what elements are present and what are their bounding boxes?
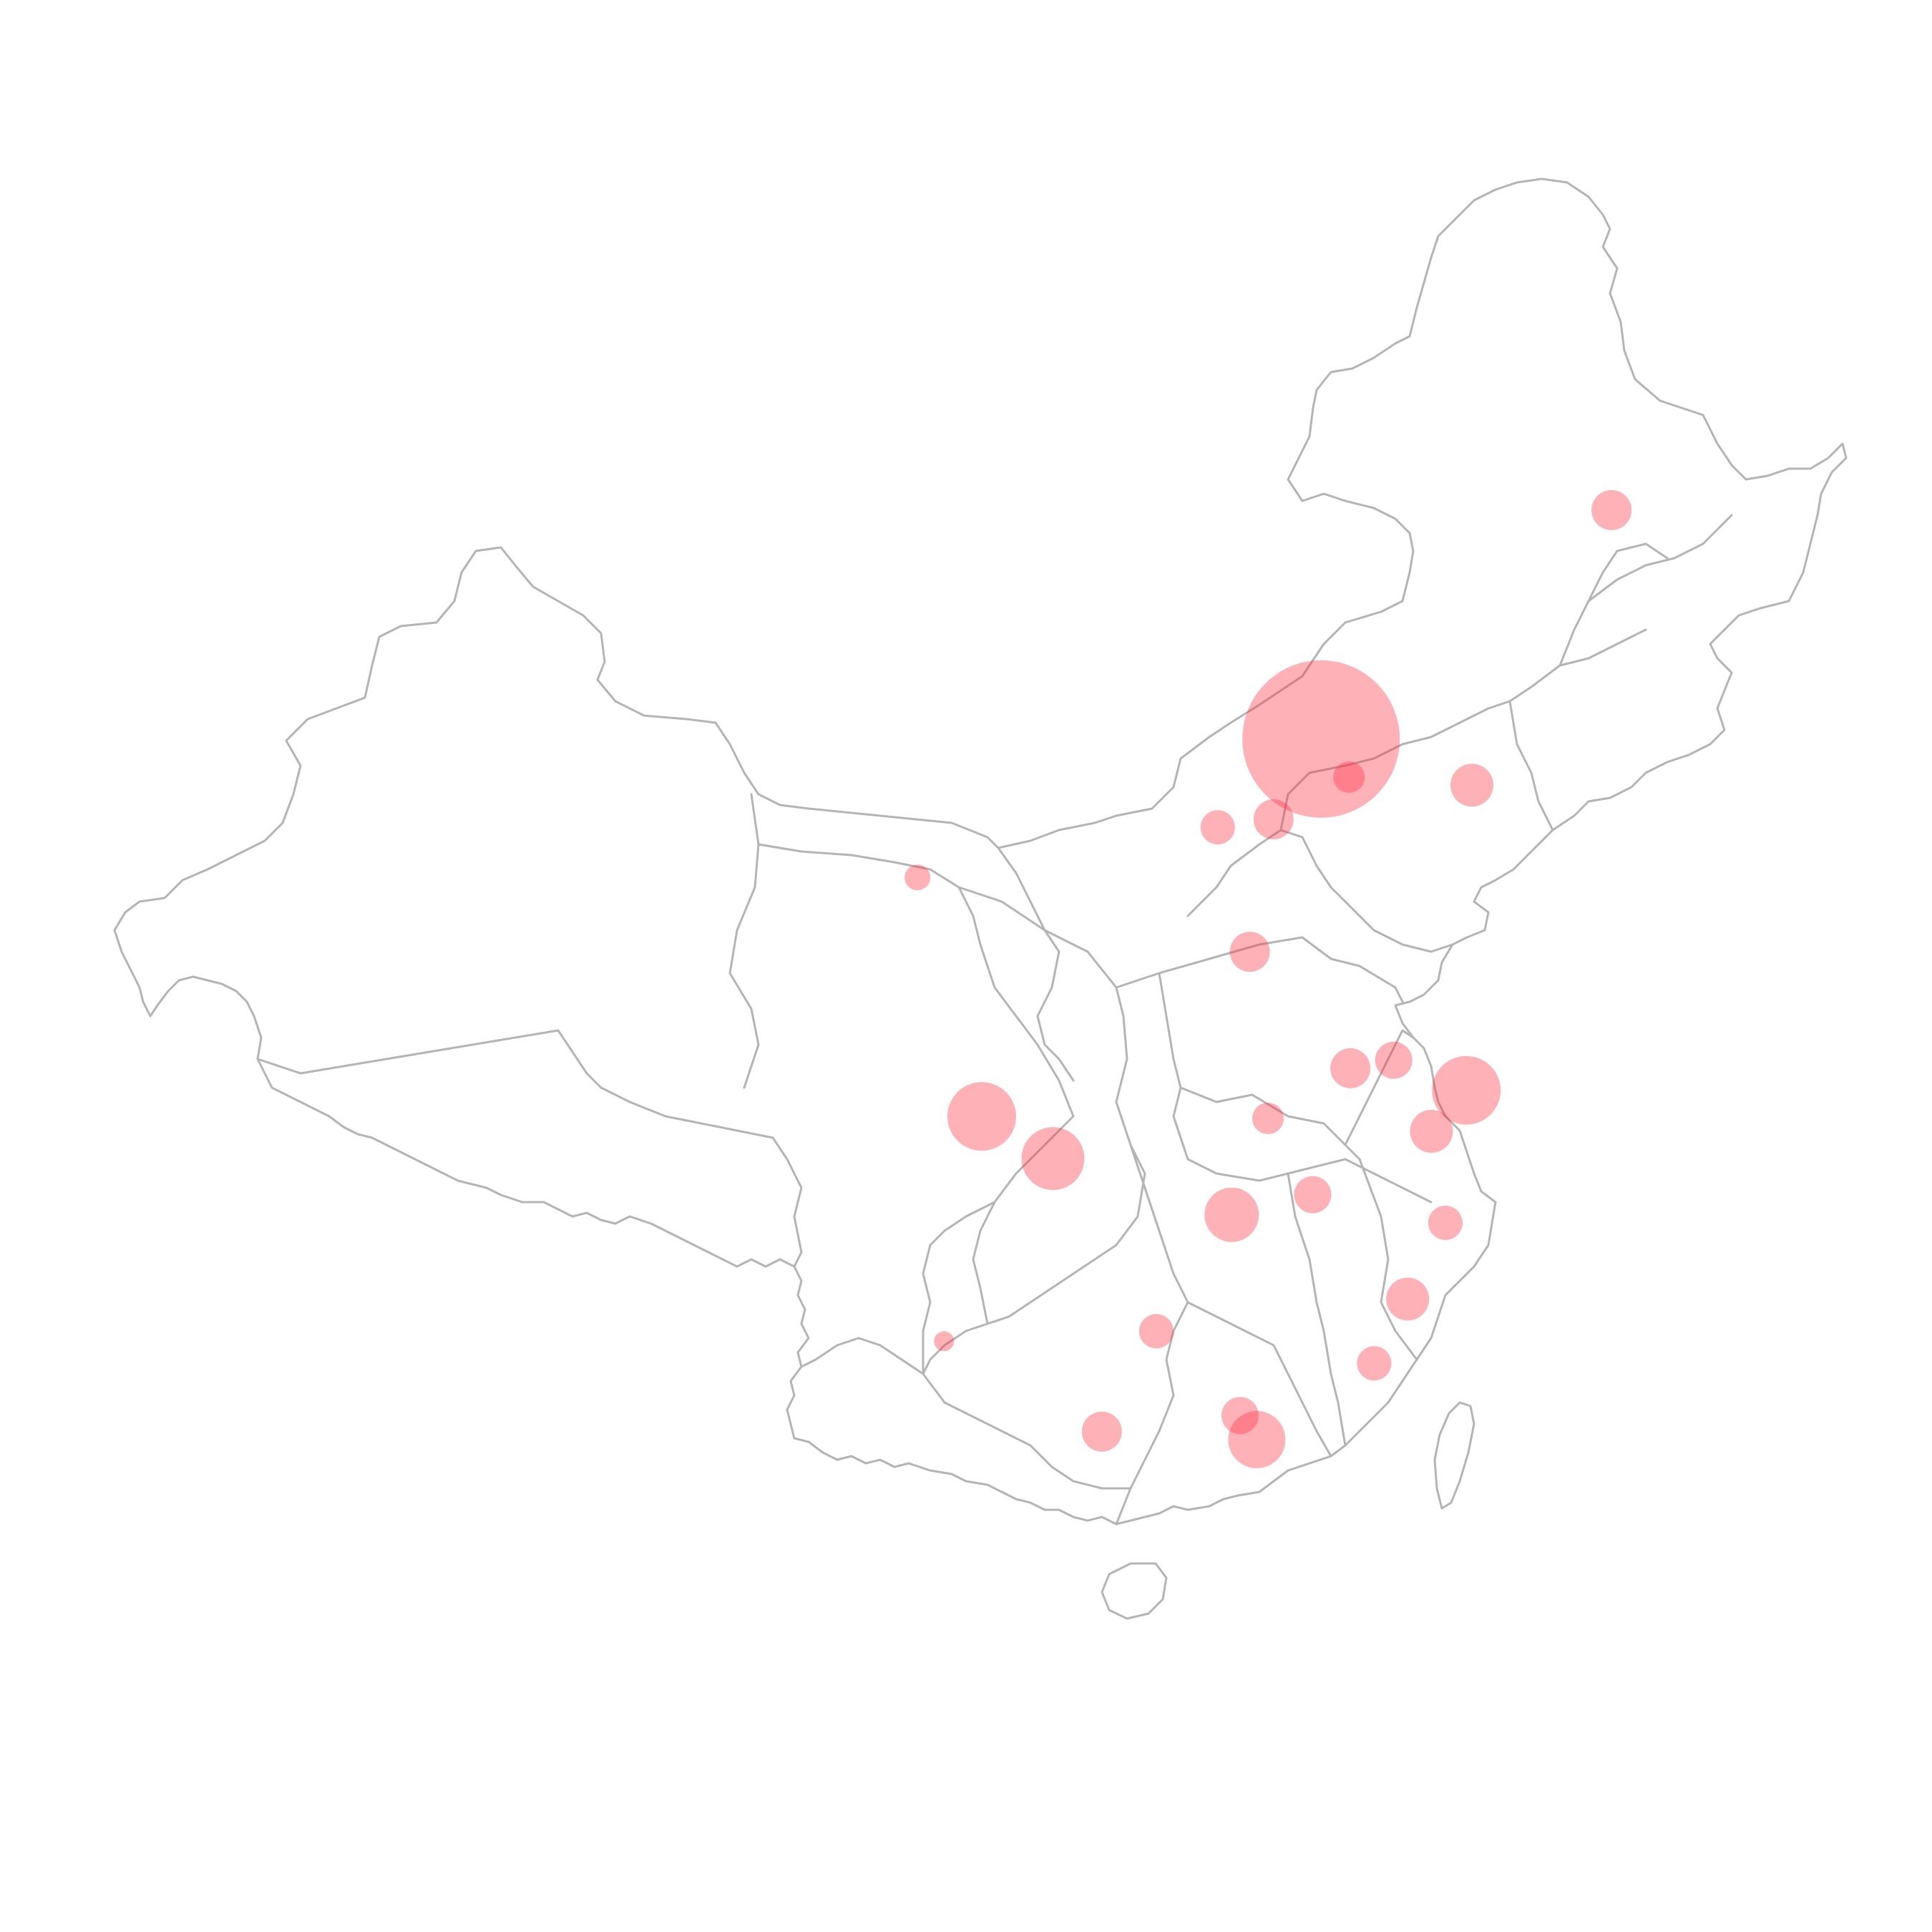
- hainan-island: [1101, 1562, 1168, 1620]
- bubble-kunming-region: [934, 1331, 955, 1352]
- bubble-chongqing-region: [1021, 1127, 1085, 1191]
- bubble-chengdu-region: [947, 1082, 1016, 1151]
- bubble-shenzhen-region: [1228, 1410, 1286, 1468]
- bubble-nanchang-region: [1294, 1176, 1332, 1214]
- bubble-layer: [904, 489, 1632, 1468]
- bubble-guilin-region: [1138, 1314, 1174, 1349]
- bubble-beijing-region: [1242, 660, 1400, 818]
- bubble-hefei-region: [1330, 1048, 1371, 1088]
- bubble-shanghai-region: [1432, 1055, 1501, 1125]
- bubble-xining-region: [904, 864, 931, 891]
- bubble-shijiazhuang-region: [1253, 799, 1294, 839]
- bubble-changsha-region: [1204, 1187, 1259, 1242]
- bubble-fuzhou-region: [1386, 1277, 1430, 1321]
- bubble-dalian-region: [1450, 763, 1493, 807]
- bubble-wuhan-region: [1252, 1103, 1284, 1134]
- bubble-hangzhou-region: [1410, 1110, 1453, 1153]
- bubble-xiamen-region: [1357, 1346, 1392, 1381]
- bubble-nanjing-region: [1375, 1041, 1413, 1079]
- bubble-zhengzhou-region: [1229, 932, 1270, 972]
- country-outline: [113, 177, 1848, 1526]
- bubble-taiyuan-region: [1200, 810, 1235, 845]
- province-boundaries: [256, 514, 1733, 1526]
- bubble-wenzhou-region: [1428, 1205, 1463, 1240]
- bubble-tianjin-region: [1333, 761, 1365, 794]
- bubble-harbin-region: [1591, 489, 1632, 530]
- bubble-nanning-region: [1081, 1411, 1122, 1452]
- taiwan-island: [1433, 1401, 1475, 1510]
- bubble-guangzhou-region: [1221, 1397, 1259, 1435]
